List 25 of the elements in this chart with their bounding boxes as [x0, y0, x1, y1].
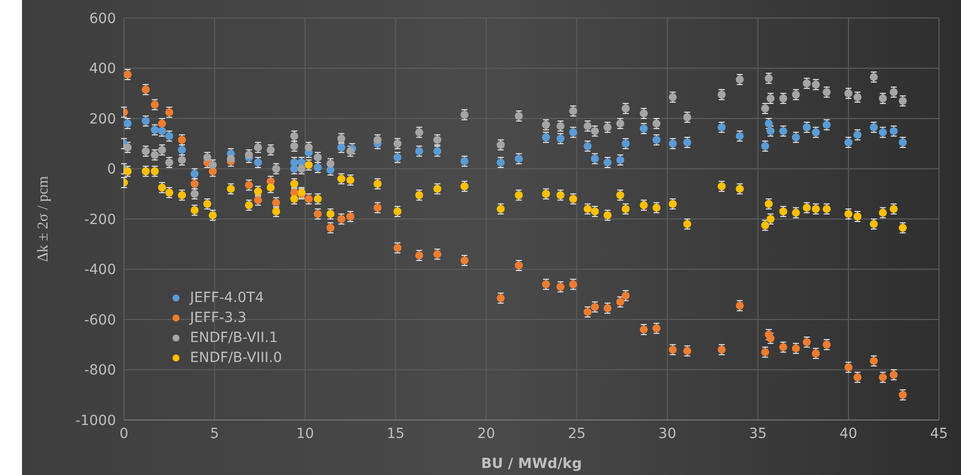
x-tick-label: 20	[477, 426, 496, 442]
y-tick-label: -200	[84, 212, 116, 228]
y-tick-label: 400	[89, 61, 116, 78]
x-tick-label: 45	[930, 426, 948, 442]
y-tick-label: 200	[89, 111, 116, 128]
x-axis-title: BU / MWd/kg	[481, 456, 582, 472]
legend-label: JEFF-4.0T4	[190, 290, 264, 306]
y-tick-label: -400	[84, 262, 116, 278]
x-tick-label: 0	[120, 426, 128, 442]
y-axis-title: Δk ± 2σ / pcm	[35, 176, 52, 262]
y-tick-label: -600	[84, 312, 116, 328]
x-tick-label: 30	[658, 426, 676, 442]
x-tick-label: 15	[386, 426, 405, 442]
y-tick-label: -800	[84, 362, 116, 379]
x-tick-label: 25	[568, 426, 586, 442]
legend-label: ENDF/B-VII.1	[190, 330, 278, 346]
y-tick-label: -1000	[75, 412, 116, 429]
x-tick-label: 10	[296, 426, 314, 442]
y-tick-label: 600	[89, 10, 116, 27]
y-tick-label: 0	[107, 162, 116, 178]
legend-label: JEFF-3.3	[190, 310, 246, 326]
x-tick-label: 35	[748, 426, 767, 442]
legend-label: ENDF/B-VIII.0	[190, 350, 282, 366]
x-tick-label: 40	[840, 426, 858, 442]
x-tick-label: 5	[210, 426, 220, 442]
